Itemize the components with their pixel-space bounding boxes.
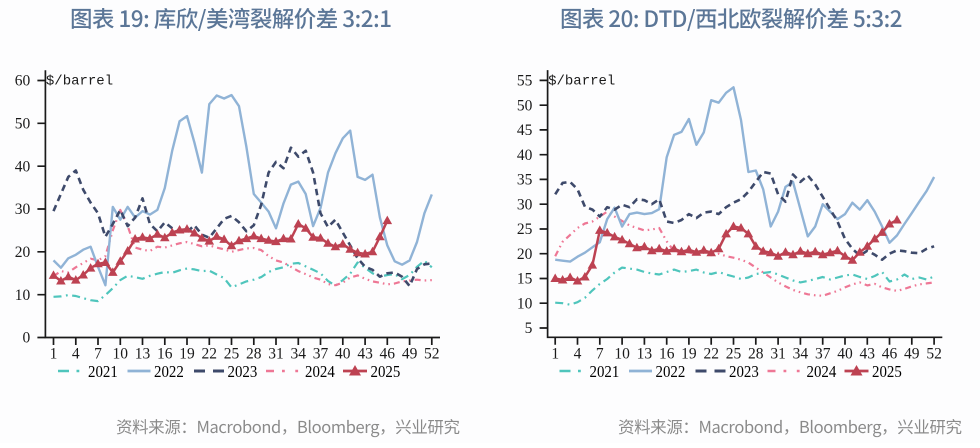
svg-text:49: 49 <box>402 345 418 362</box>
svg-text:40: 40 <box>15 158 31 175</box>
svg-text:40: 40 <box>335 345 351 362</box>
svg-text:50: 50 <box>15 116 31 133</box>
svg-text:34: 34 <box>291 345 307 362</box>
svg-text:37: 37 <box>313 345 329 362</box>
svg-text:16: 16 <box>157 345 173 362</box>
svg-text:31: 31 <box>770 345 786 362</box>
svg-text:1: 1 <box>551 345 559 362</box>
svg-text:13: 13 <box>637 345 653 362</box>
svg-text:15: 15 <box>517 271 533 288</box>
svg-text:40: 40 <box>837 345 853 362</box>
svg-text:60: 60 <box>15 73 31 90</box>
svg-text:28: 28 <box>748 345 764 362</box>
svg-text:30: 30 <box>15 201 31 218</box>
svg-text:2024: 2024 <box>305 362 335 381</box>
svg-text:52: 52 <box>926 345 942 362</box>
svg-text:5: 5 <box>525 320 533 337</box>
svg-text:22: 22 <box>202 345 218 362</box>
svg-text:50: 50 <box>517 97 533 114</box>
svg-text:55: 55 <box>517 73 533 90</box>
svg-text:25: 25 <box>517 221 533 238</box>
svg-text:25: 25 <box>224 345 240 362</box>
svg-text:10: 10 <box>614 345 630 362</box>
svg-text:2023: 2023 <box>729 362 759 381</box>
svg-text:$/barrel: $/barrel <box>548 74 615 90</box>
svg-text:35: 35 <box>517 172 533 189</box>
svg-text:46: 46 <box>882 345 898 362</box>
svg-text:49: 49 <box>904 345 920 362</box>
svg-text:2022: 2022 <box>656 362 686 381</box>
svg-text:19: 19 <box>681 345 697 362</box>
svg-text:2023: 2023 <box>228 362 258 381</box>
svg-text:0: 0 <box>22 330 30 347</box>
svg-text:7: 7 <box>596 345 604 362</box>
svg-text:10: 10 <box>517 295 533 312</box>
svg-text:52: 52 <box>424 345 440 362</box>
svg-text:13: 13 <box>135 345 151 362</box>
svg-text:4: 4 <box>72 345 80 362</box>
svg-text:10: 10 <box>113 345 129 362</box>
svg-text:2025: 2025 <box>872 362 902 381</box>
svg-text:7: 7 <box>94 345 102 362</box>
svg-text:2021: 2021 <box>88 362 118 381</box>
svg-text:37: 37 <box>815 345 831 362</box>
svg-text:43: 43 <box>357 345 373 362</box>
svg-text:20: 20 <box>15 244 31 261</box>
svg-text:34: 34 <box>793 345 809 362</box>
svg-text:19: 19 <box>179 345 195 362</box>
svg-text:2025: 2025 <box>371 362 401 381</box>
svg-text:22: 22 <box>703 345 719 362</box>
svg-text:45: 45 <box>517 122 533 139</box>
svg-text:1: 1 <box>50 345 58 362</box>
svg-text:40: 40 <box>517 147 533 164</box>
svg-text:43: 43 <box>860 345 876 362</box>
svg-text:16: 16 <box>659 345 675 362</box>
svg-text:4: 4 <box>574 345 582 362</box>
svg-text:20: 20 <box>517 246 533 263</box>
svg-text:30: 30 <box>517 196 533 213</box>
svg-text:$/barrel: $/barrel <box>46 74 113 90</box>
svg-text:28: 28 <box>246 345 262 362</box>
svg-text:10: 10 <box>15 287 31 304</box>
svg-text:2024: 2024 <box>807 362 837 381</box>
svg-text:2022: 2022 <box>154 362 184 381</box>
svg-text:25: 25 <box>726 345 742 362</box>
svg-text:31: 31 <box>268 345 284 362</box>
svg-text:2021: 2021 <box>590 362 620 381</box>
svg-text:46: 46 <box>380 345 396 362</box>
